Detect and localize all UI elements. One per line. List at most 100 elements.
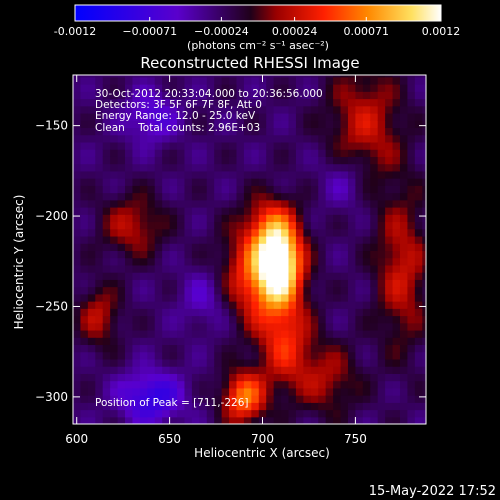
heatmap-cell [251, 221, 260, 230]
heatmap-cell [333, 344, 342, 353]
heatmap-cell [288, 178, 297, 186]
heatmap-cell [414, 373, 423, 382]
heatmap-cell [243, 207, 252, 215]
heatmap-cell [414, 416, 423, 424]
heatmap-cell [191, 351, 200, 360]
heatmap-cell [340, 163, 349, 172]
heatmap-cell [139, 293, 148, 302]
heatmap-cell [117, 301, 126, 309]
heatmap-cell [422, 250, 426, 259]
heatmap-cell [132, 192, 141, 201]
heatmap-cell [273, 293, 282, 302]
heatmap-cell [422, 149, 426, 157]
heatmap-cell [162, 75, 171, 78]
heatmap-cell [281, 301, 290, 309]
heatmap-cell [206, 308, 215, 317]
heatmap-cell [147, 337, 156, 346]
heatmap-cell [325, 207, 334, 215]
heatmap-cell [355, 344, 364, 353]
heatmap-cell [199, 163, 208, 172]
heatmap-cell [399, 84, 409, 92]
heatmap-cell [243, 134, 252, 143]
heatmap-cell [251, 366, 260, 374]
heatmap-cell [110, 235, 119, 244]
heatmap-cell [347, 170, 356, 179]
heatmap-cell [281, 395, 290, 403]
heatmap-cell [288, 163, 297, 172]
heatmap-cell [191, 149, 200, 157]
heatmap-cell [251, 329, 260, 338]
heatmap-cell [318, 221, 327, 230]
heatmap-cell [95, 185, 104, 194]
heatmap-cell [318, 366, 327, 374]
heatmap-cell [139, 134, 148, 143]
heatmap-cell [169, 257, 178, 266]
heatmap-cell [266, 387, 275, 396]
colorbar-tick-label: 0.00071 [344, 25, 390, 38]
heatmap-cell [229, 112, 238, 121]
heatmap-cell [362, 105, 371, 114]
heatmap-cell [362, 163, 371, 172]
heatmap-cell [110, 344, 119, 353]
heatmap-cell [266, 141, 275, 150]
heatmap-cell [295, 329, 304, 338]
heatmap-cell [318, 156, 327, 165]
heatmap-cell [110, 243, 119, 252]
heatmap-cell [229, 156, 238, 165]
heatmap-cell [110, 416, 119, 424]
heatmap-cell [333, 156, 342, 165]
heatmap-cell [154, 75, 163, 78]
heatmap-cell [377, 272, 386, 280]
heatmap-cell [229, 250, 238, 259]
heatmap-cell [281, 207, 290, 215]
heatmap-cell [199, 192, 208, 201]
heatmap-cell [355, 235, 364, 244]
heatmap-cell [132, 141, 141, 150]
heatmap-cell [243, 366, 252, 374]
heatmap-cell [191, 199, 200, 208]
heatmap-cell [414, 127, 423, 136]
heatmap-cell [399, 293, 409, 302]
heatmap-cell [154, 301, 163, 309]
heatmap-cell [177, 322, 186, 331]
heatmap-cell [333, 134, 342, 143]
heatmap-cell [347, 329, 356, 338]
heatmap-cell [288, 112, 297, 121]
heatmap-cell [125, 156, 134, 165]
heatmap-cell [125, 84, 134, 92]
heatmap-cell [347, 279, 356, 288]
heatmap-cell [392, 293, 401, 302]
heatmap-cell [325, 264, 334, 273]
heatmap-cell [318, 243, 327, 252]
heatmap-cell [266, 257, 275, 266]
heatmap-cell [102, 214, 111, 223]
heatmap-cell [422, 199, 426, 208]
heatmap-cell [251, 315, 260, 324]
heatmap-cell [362, 199, 371, 208]
heatmap-cell [377, 286, 386, 295]
heatmap-cell [169, 264, 178, 273]
heatmap-cell [385, 387, 394, 396]
heatmap-cell [399, 373, 409, 382]
heatmap-cell [310, 141, 319, 150]
heatmap-cell [266, 170, 275, 179]
heatmap-cell [162, 228, 171, 237]
heatmap-cell [162, 329, 171, 338]
heatmap-cell [110, 337, 119, 346]
heatmap-cell [162, 149, 171, 157]
colorbar-tick-label: −0.00071 [122, 25, 177, 38]
heatmap-cell [184, 199, 193, 208]
heatmap-cell [221, 84, 230, 92]
heatmap-cell [236, 243, 245, 252]
heatmap-cell [243, 409, 252, 418]
heatmap-cell [422, 257, 426, 266]
heatmap-cell [102, 402, 111, 411]
heatmap-cell [407, 149, 416, 157]
heatmap-cell [399, 286, 409, 295]
heatmap-cell [199, 250, 208, 259]
heatmap-cell [199, 329, 208, 338]
heatmap-cell [303, 228, 312, 237]
heatmap-cell [125, 272, 134, 280]
heatmap-cell [407, 257, 416, 266]
heatmap-cell [162, 178, 171, 186]
